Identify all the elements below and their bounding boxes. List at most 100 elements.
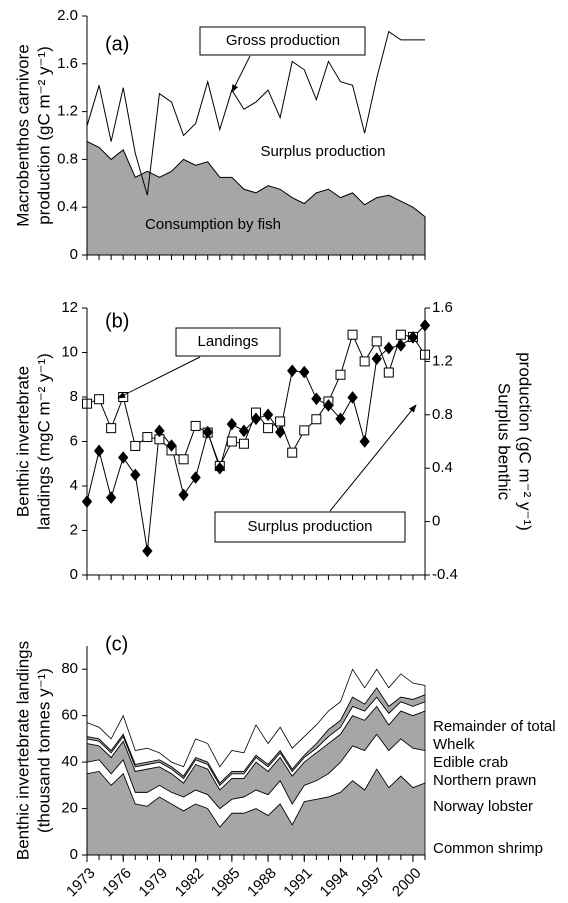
annotation-box: [214, 511, 406, 543]
marker: [262, 408, 274, 422]
marker: [94, 394, 105, 405]
marker: [274, 425, 286, 439]
x-tick-label: 1988: [244, 865, 280, 901]
line: [86, 30, 425, 196]
marker: [118, 451, 129, 464]
y2-tick-label: 1.2: [432, 352, 453, 369]
y-tick-label: 2: [70, 521, 78, 538]
annotation: Consumption by fish: [145, 216, 281, 233]
arrow: [117, 356, 201, 399]
marker: [299, 425, 310, 436]
annotation: Gross production: [226, 32, 340, 49]
y-tick-label: 12: [61, 299, 78, 316]
y-tick-label: 60: [61, 707, 78, 724]
marker: [371, 336, 382, 347]
y-tick-label: 0.8: [57, 150, 78, 167]
marker: [335, 412, 346, 426]
marker: [142, 544, 153, 558]
arrow: [231, 55, 251, 93]
marker: [214, 461, 225, 475]
y-tick-label: 20: [61, 800, 78, 817]
marker: [154, 424, 165, 438]
y-tick-label: 0: [70, 246, 78, 263]
legend-label: Whelk: [433, 736, 475, 753]
y2-tick-label: -0.4: [432, 566, 458, 583]
marker: [93, 444, 105, 458]
marker: [106, 423, 117, 434]
y-tick-label: 8: [70, 388, 78, 405]
x-tick-label: 2000: [389, 865, 425, 901]
panel: 0 2 4 6 8 10 12 -0.4 0 0.4 0.8 1.2 1.6 Benthic invert…: [13, 299, 534, 583]
area: [86, 668, 426, 784]
legend-label: Remainder of total: [433, 718, 556, 735]
marker: [323, 399, 334, 412]
marker: [202, 425, 213, 439]
annotation: Landings: [198, 333, 259, 350]
annotation: Surplus production: [260, 143, 385, 160]
area: [86, 140, 426, 256]
marker: [226, 436, 237, 447]
marker: [311, 392, 322, 406]
marker: [263, 423, 274, 434]
marker: [407, 331, 419, 344]
x-tick-label: 1997: [353, 865, 389, 901]
y-tick-label: 4: [70, 477, 78, 494]
marker: [178, 488, 189, 502]
y2-tick-label: 0.8: [432, 406, 453, 423]
x-tick-label: 1991: [280, 865, 316, 901]
arrow: [329, 404, 417, 512]
y-tick-label: 1.6: [57, 55, 78, 72]
marker: [178, 454, 189, 465]
y-tick-label: 10: [61, 343, 78, 360]
panel: 0 0.4 0.8 1.2 1.6 2.0 Macrobenthos carnivore pr…: [13, 7, 426, 263]
legend-label: Edible crab: [433, 754, 508, 771]
x-tick-label: 1985: [208, 865, 244, 901]
marker: [287, 364, 298, 378]
marker: [226, 417, 238, 431]
y-axis-label: landings (mgC m⁻² y⁻¹): [34, 353, 53, 530]
legend-label: Common shrimp: [433, 840, 543, 857]
marker: [250, 412, 262, 426]
x-tick-label: 1982: [172, 865, 208, 901]
legend-label: Northern prawn: [433, 772, 536, 789]
marker: [275, 416, 286, 427]
legend-label: Norway lobster: [433, 798, 533, 815]
marker: [395, 339, 407, 352]
marker: [190, 471, 201, 484]
y-tick-label: 0.4: [57, 198, 78, 215]
y-tick-label: 6: [70, 432, 78, 449]
y-tick-label: 1.2: [57, 103, 78, 120]
annotation: (a): [105, 33, 129, 55]
y-tick-label: 0: [70, 566, 78, 583]
marker: [238, 438, 249, 449]
marker: [347, 391, 358, 404]
y-tick-label: 0: [70, 846, 78, 863]
marker: [383, 367, 394, 378]
marker: [130, 468, 141, 482]
marker: [287, 447, 298, 458]
marker: [359, 435, 370, 448]
marker: [347, 329, 358, 340]
y-axis-label: (thousand tonnes y⁻¹): [34, 668, 53, 833]
y-axis-label: Benthic invertebrate: [13, 366, 32, 517]
marker: [359, 356, 370, 367]
x-tick-label: 1994: [317, 865, 353, 901]
marker: [299, 365, 310, 379]
y-tick-label: 80: [61, 660, 78, 677]
marker: [311, 414, 322, 425]
panel: Common shrimp Norway lobster Northern praw…: [13, 633, 555, 900]
marker: [395, 329, 406, 340]
y-tick-label: 2.0: [57, 7, 78, 24]
marker: [238, 424, 250, 438]
marker: [166, 439, 177, 452]
y2-axis-label: Surplus benthic: [495, 383, 514, 501]
marker: [142, 432, 153, 443]
y-axis-label: Benthic invertebrate landings: [13, 641, 32, 860]
marker: [105, 491, 117, 504]
x-tick-label: 1976: [99, 865, 135, 901]
y-axis-label: production (gC m⁻² y⁻¹): [34, 46, 53, 225]
marker: [371, 352, 382, 366]
annotation: (c): [105, 633, 128, 655]
marker: [190, 420, 201, 431]
